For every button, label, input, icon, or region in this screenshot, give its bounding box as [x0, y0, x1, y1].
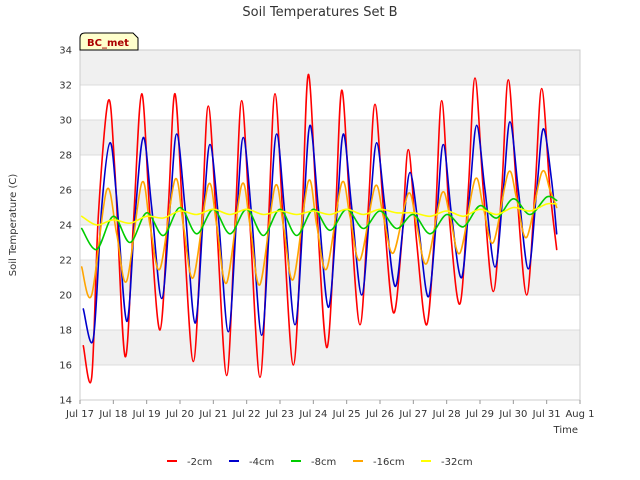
x-tick-label: Jul 20 [165, 409, 194, 420]
series-line-32cm [80, 202, 558, 226]
x-axis-label: Time [553, 425, 578, 436]
legend-label: -2cm [187, 457, 212, 468]
y-tick-label: 26 [59, 186, 72, 197]
x-tick-label: Jul 31 [532, 409, 561, 420]
y-axis-ticks: 14 16 18 20 22 24 26 28 30 32 34 [59, 46, 72, 407]
chart-title: Soil Temperatures Set B [242, 5, 397, 20]
x-tick-label: Jul 19 [132, 409, 161, 420]
plot-frame [79, 49, 581, 401]
series-line-16cm [80, 169, 558, 299]
grid-band [80, 330, 580, 365]
x-tick-label: Jul 22 [232, 409, 261, 420]
x-tick-label: Jul 17 [65, 409, 94, 420]
series-line-2cm [82, 73, 558, 384]
x-tick-label: Jul 27 [398, 409, 427, 420]
x-tick-label: Jul 26 [365, 409, 394, 420]
series-line-4cm [82, 121, 558, 344]
x-tick-label: Jul 25 [332, 409, 361, 420]
legend-label: -4cm [249, 457, 274, 468]
legend-label: -8cm [311, 457, 336, 468]
x-tick-label: Jul 21 [198, 409, 227, 420]
y-axis-label: Soil Temperature (C) [8, 174, 19, 277]
y-tick-label: 20 [59, 291, 72, 302]
series-line-8cm [80, 195, 558, 251]
grid-band [80, 50, 580, 85]
x-tick-label: Jul 28 [432, 409, 461, 420]
legend: -2cm -4cm -8cm -16cm -32cm [167, 457, 473, 468]
y-tick-label: 34 [59, 46, 72, 57]
y-tick-label: 28 [59, 151, 72, 162]
grid-band [80, 120, 580, 155]
y-tick-label: 18 [59, 326, 72, 337]
x-axis-ticks: Jul 17 Jul 18 Jul 19 Jul 20 Jul 21 Jul 22 Jul … [65, 400, 595, 420]
station-badge-label: BC_met [87, 38, 129, 49]
x-tick-label: Aug 1 [565, 409, 594, 420]
y-tick-label: 16 [59, 361, 72, 372]
y-tick-label: 24 [59, 221, 72, 232]
x-tick-label: Jul 18 [98, 409, 127, 420]
x-tick-label: Jul 23 [265, 409, 294, 420]
legend-label: -16cm [373, 457, 405, 468]
grid-band [80, 190, 580, 225]
station-badge: BC_met [79, 32, 139, 51]
legend-label: -32cm [441, 457, 473, 468]
x-tick-label: Jul 24 [298, 409, 327, 420]
y-tick-label: 22 [59, 256, 72, 267]
series-lines [80, 73, 558, 384]
x-tick-label: Jul 29 [465, 409, 494, 420]
y-tick-label: 14 [59, 396, 72, 407]
y-tick-label: 30 [59, 116, 72, 127]
x-tick-label: Jul 30 [498, 409, 527, 420]
y-tick-label: 32 [59, 81, 72, 92]
